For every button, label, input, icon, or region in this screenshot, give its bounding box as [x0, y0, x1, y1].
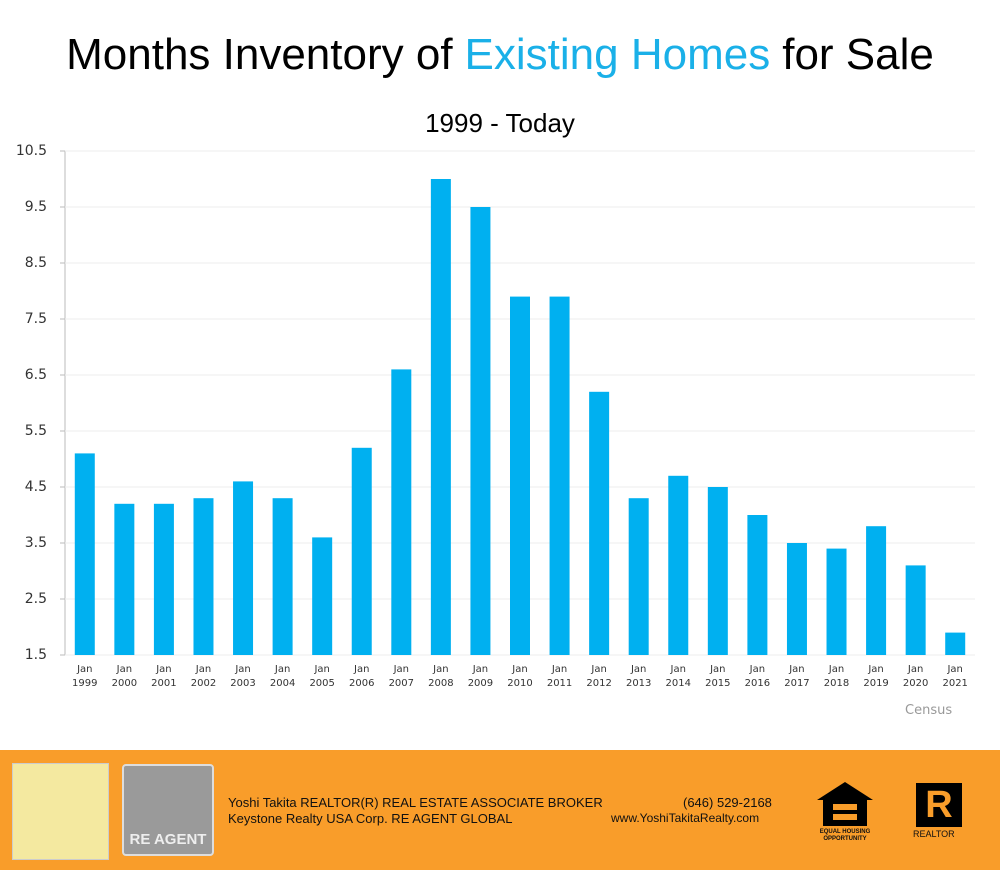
x-tick-label: Jan 2004 [269, 664, 296, 689]
realtor-logo: R [916, 783, 962, 827]
footer: RE AGENT Yoshi Takita REALTOR(R) REAL ES… [0, 750, 1000, 870]
y-tick-label: 6.5 [25, 367, 47, 383]
x-tick-label: Jan 2015 [705, 664, 731, 689]
x-tick-label: Jan 2007 [388, 664, 415, 689]
y-tick-label: 10.5 [16, 143, 47, 159]
equal-housing-text: EQUAL HOUSING OPPORTUNITY [819, 829, 871, 842]
bar [74, 453, 95, 655]
title-part: for Sale [782, 30, 934, 79]
y-tick-label: 9.5 [25, 199, 47, 215]
x-tick-label: Jan 2010 [507, 664, 533, 689]
x-tick-label: Jan 2009 [467, 664, 494, 689]
bar [786, 543, 807, 655]
bar [193, 498, 214, 655]
bar [826, 548, 847, 655]
bar [628, 498, 649, 655]
agent-line: Yoshi Takita REALTOR(R) REAL ESTATE ASSO… [228, 795, 603, 810]
bar [470, 207, 491, 655]
y-tick-label: 3.5 [25, 535, 47, 551]
y-tick-label: 4.5 [25, 479, 47, 495]
logo-text: RE AGENT [129, 831, 207, 848]
y-tick-label: 8.5 [25, 255, 47, 271]
bar [272, 498, 293, 655]
title-part: Existing Homes [464, 30, 771, 79]
bar [312, 537, 333, 655]
realtor-text: REALTOR [913, 829, 955, 839]
x-tick-label: Jan 1999 [72, 664, 98, 689]
logo: RE AGENT [122, 764, 214, 856]
x-tick-label: Jan 2016 [744, 664, 771, 689]
bar [589, 391, 610, 655]
x-tick-label: Jan 2012 [586, 664, 612, 689]
y-tick-label: 2.5 [25, 591, 47, 607]
equal-housing-logo [817, 782, 873, 826]
chart-title: Months Inventory of Existing Homes for Sal… [0, 30, 1000, 80]
x-tick-label: Jan 2011 [546, 664, 573, 689]
bar [391, 369, 412, 655]
website: www.YoshiTakitaRealty.com [611, 811, 760, 825]
title-part: Months Inventory of [66, 30, 453, 79]
x-tick-label: Jan 2018 [823, 664, 850, 689]
x-tick-label: Jan 2017 [784, 664, 810, 689]
x-tick-label: Jan 2013 [625, 664, 652, 689]
x-tick-label: Jan 2001 [151, 664, 177, 689]
bar [945, 632, 966, 655]
x-tick-label: Jan 2003 [230, 664, 256, 689]
x-tick-label: Jan 2005 [309, 664, 335, 689]
bar [233, 481, 254, 655]
y-tick-label: 5.5 [25, 423, 47, 439]
x-tick-label: Jan 2014 [665, 664, 691, 689]
phone: (646) 529-2168 [683, 795, 772, 810]
source: Census [905, 703, 953, 718]
bar [707, 487, 728, 655]
bar [905, 565, 926, 655]
x-tick-label: Jan 2002 [190, 664, 217, 689]
x-tick-label: Jan 2020 [902, 664, 929, 689]
bar [153, 503, 174, 655]
bar [747, 515, 768, 655]
y-tick-label: 1.5 [25, 647, 47, 663]
bar [549, 296, 570, 655]
bar [430, 179, 451, 655]
chart: 1.5 2.5 3.5 4.5 5.5 6.5 7.5 8.5 9.5 10.5 [16, 143, 975, 663]
x-tick-label: Jan 2021 [942, 664, 968, 689]
bar [114, 503, 135, 655]
bar [510, 296, 530, 655]
x-tick-label: Jan 2000 [111, 664, 138, 689]
x-tick-label: Jan 2019 [863, 664, 889, 689]
bar [668, 475, 689, 655]
x-tick-label: Jan 2008 [428, 664, 454, 689]
y-tick-label: 7.5 [25, 311, 47, 327]
x-tick-label: Jan 2006 [349, 664, 375, 689]
portrait-image [12, 763, 109, 860]
bar [351, 447, 372, 655]
bar [866, 526, 887, 655]
agent-line: Keystone Realty USA Corp. RE AGENT GLOBA… [228, 811, 513, 826]
chart-subtitle: 1999 - Today [425, 108, 575, 138]
